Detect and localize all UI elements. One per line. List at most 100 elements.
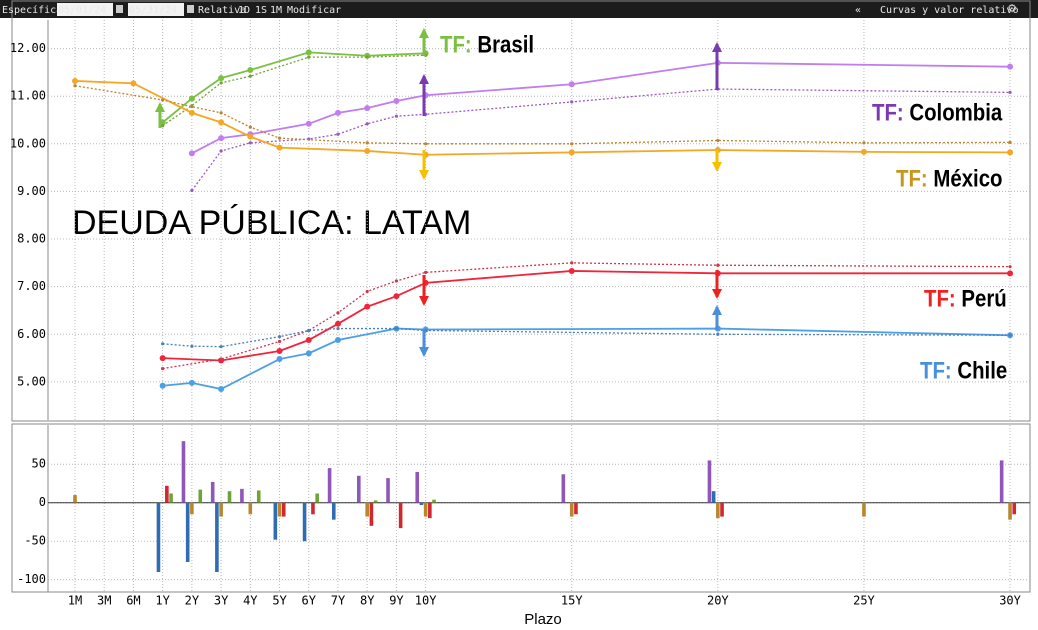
annotation-prefix: TF: (920, 357, 952, 384)
bar (398, 502, 403, 529)
arrow-head (712, 289, 722, 299)
bar (373, 500, 378, 503)
toolbar-item[interactable]: 05/01/24 (58, 5, 106, 16)
point (130, 80, 137, 87)
y-tick-label: 8.00 (17, 232, 46, 246)
annotation-label: México (933, 165, 1002, 192)
toolbar-item[interactable]: 1M (270, 5, 282, 16)
bar (569, 502, 574, 517)
bar (277, 502, 282, 517)
toolbar-view[interactable]: Curvas y valor relativo (880, 5, 1018, 16)
point (1007, 149, 1014, 156)
bar (574, 502, 578, 515)
point (276, 144, 283, 151)
point (1008, 333, 1012, 337)
toolbar-item[interactable]: 05/31/24 (129, 5, 177, 16)
point (570, 100, 574, 104)
bar (716, 502, 720, 519)
point (862, 141, 866, 145)
x-tick-label: 25Y (853, 594, 875, 608)
point (716, 263, 720, 267)
annotation-space (928, 165, 934, 192)
point (1008, 265, 1012, 269)
point (334, 109, 341, 116)
bar (428, 502, 432, 519)
bar (419, 502, 424, 506)
annotation-prefix: TF: (896, 165, 928, 192)
toolbar-item[interactable]: 1D (238, 5, 250, 16)
arrow-head (712, 305, 722, 315)
annotation: TF: Colombia (872, 99, 1003, 126)
bar (273, 502, 278, 540)
date-input (57, 3, 113, 16)
point (1007, 270, 1014, 277)
point (218, 75, 225, 82)
point (218, 135, 225, 142)
x-tick-label: 6Y (302, 594, 317, 608)
point (188, 95, 195, 102)
annotation-space (472, 31, 478, 58)
point (218, 119, 225, 126)
upper-frame (11, 0, 1031, 422)
y-tick-label: 5.00 (17, 374, 46, 388)
arrow-head (155, 102, 165, 112)
point (248, 74, 252, 78)
point (73, 84, 77, 88)
arrow-head (419, 296, 429, 306)
point (570, 261, 574, 265)
calendar-button[interactable] (116, 5, 123, 13)
point (394, 114, 399, 118)
bar (561, 474, 566, 503)
annotation-prefix: TF: (872, 99, 904, 126)
point (336, 311, 340, 315)
toolbar (0, 0, 1038, 18)
annotation-prefix: TF: (440, 31, 472, 58)
y-tick-label: 0 (39, 495, 46, 509)
x-tick-label: 6M (126, 594, 140, 608)
annotation-space (956, 285, 962, 312)
toolbar-item[interactable]: Relativa (198, 5, 246, 16)
toolbar-item[interactable]: 1S (255, 5, 267, 16)
point (365, 122, 369, 126)
point (161, 98, 165, 102)
bar (198, 489, 203, 503)
x-tick-label: 7Y (331, 594, 346, 608)
point (393, 293, 400, 300)
bar (311, 502, 315, 515)
point (247, 133, 254, 140)
point (277, 339, 282, 344)
settings-icon[interactable]: ⚙ (1007, 3, 1017, 15)
point (307, 55, 311, 59)
x-tick-label: 8Y (360, 594, 375, 608)
point (276, 347, 283, 354)
annotation: TF: Brasil (440, 31, 534, 58)
point (568, 81, 575, 88)
point (364, 303, 371, 310)
toolbar-item[interactable]: Específica (2, 4, 62, 16)
bar (156, 502, 161, 572)
x-tick-label: 1Y (155, 594, 170, 608)
y-tick-label: 9.00 (17, 184, 46, 198)
annotation: TF: México (896, 165, 1003, 192)
point (716, 138, 720, 143)
bar (215, 502, 219, 572)
calendar-button[interactable] (187, 5, 194, 13)
toolbar-collapse[interactable]: « (855, 5, 861, 16)
annotation-space (952, 357, 958, 384)
x-tick-label: 4Y (243, 594, 258, 608)
bar (281, 502, 286, 517)
toolbar-item[interactable]: Modificar (287, 5, 341, 16)
annotation: TF: Perú (924, 285, 1007, 312)
point (277, 335, 282, 339)
point (188, 109, 195, 116)
x-tick-label: 5Y (272, 594, 287, 608)
bar (1012, 502, 1017, 515)
point (1007, 63, 1014, 70)
point (334, 337, 341, 343)
y-tick-label: 7.00 (17, 279, 46, 293)
point (336, 326, 340, 331)
curve (74, 80, 1011, 156)
point (188, 379, 195, 386)
point (190, 188, 194, 193)
